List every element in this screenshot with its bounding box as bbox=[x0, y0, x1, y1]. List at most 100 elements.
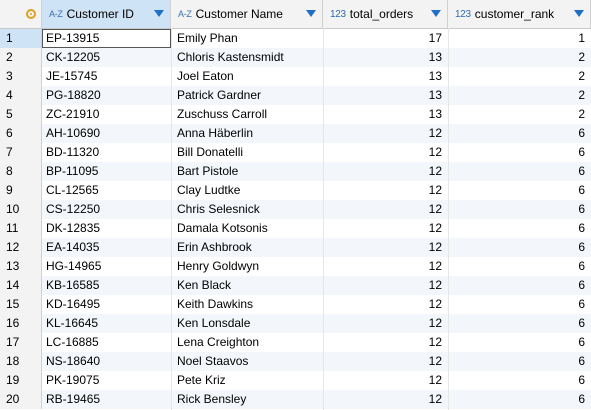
cell-customer-rank[interactable]: 6 bbox=[578, 183, 585, 197]
row-number[interactable]: 1 bbox=[0, 29, 42, 48]
cell-total-orders[interactable]: 12 bbox=[428, 164, 442, 178]
row-number[interactable]: 6 bbox=[0, 124, 42, 143]
cell-total-orders[interactable]: 12 bbox=[428, 316, 442, 330]
cell-total-orders[interactable]: 12 bbox=[428, 373, 442, 387]
cell-total-orders[interactable]: 17 bbox=[428, 31, 442, 45]
cell-customer-name[interactable]: Zuschuss Carroll bbox=[177, 107, 268, 121]
cell-total-orders[interactable]: 13 bbox=[428, 69, 442, 83]
cell-customer-id[interactable]: KL-16645 bbox=[46, 316, 99, 330]
row-number[interactable]: 15 bbox=[0, 295, 42, 314]
cell-customer-id[interactable]: DK-12835 bbox=[46, 221, 101, 235]
cell-customer-id[interactable]: PK-19075 bbox=[46, 373, 100, 387]
cell-customer-name[interactable]: Ken Black bbox=[177, 278, 232, 292]
row-number[interactable]: 11 bbox=[0, 219, 42, 238]
row-number[interactable]: 8 bbox=[0, 162, 42, 181]
column-header-customer-id[interactable]: A-Z Customer ID bbox=[42, 0, 171, 28]
row-number[interactable]: 16 bbox=[0, 314, 42, 333]
column-header-total-orders[interactable]: 123 total_orders bbox=[323, 0, 448, 28]
grid-corner[interactable] bbox=[0, 0, 42, 28]
table-row[interactable]: 13 HG-14965 Henry Goldwyn 12 6 bbox=[0, 257, 591, 276]
cell-customer-rank[interactable]: 2 bbox=[578, 88, 585, 102]
cell-customer-rank[interactable]: 2 bbox=[578, 107, 585, 121]
cell-customer-rank[interactable]: 6 bbox=[578, 392, 585, 406]
cell-customer-name[interactable]: Patrick Gardner bbox=[177, 88, 262, 102]
row-number[interactable]: 13 bbox=[0, 257, 42, 276]
cell-customer-id[interactable]: HG-14965 bbox=[46, 259, 102, 273]
cell-customer-name[interactable]: Clay Ludtke bbox=[177, 183, 241, 197]
table-row[interactable]: 18 NS-18640 Noel Staavos 12 6 bbox=[0, 352, 591, 371]
cell-customer-name[interactable]: Erin Ashbrook bbox=[177, 240, 252, 254]
cell-customer-id[interactable]: EA-14035 bbox=[46, 240, 100, 254]
cell-customer-rank[interactable]: 6 bbox=[578, 145, 585, 159]
cell-customer-id[interactable]: CK-12205 bbox=[46, 50, 101, 64]
cell-customer-rank[interactable]: 2 bbox=[578, 69, 585, 83]
cell-customer-rank[interactable]: 6 bbox=[578, 354, 585, 368]
cell-customer-name[interactable]: Emily Phan bbox=[177, 31, 238, 45]
cell-customer-name[interactable]: Lena Creighton bbox=[177, 335, 260, 349]
row-number[interactable]: 14 bbox=[0, 276, 42, 295]
row-number[interactable]: 17 bbox=[0, 333, 42, 352]
cell-total-orders[interactable]: 12 bbox=[428, 354, 442, 368]
sort-dropdown-icon[interactable] bbox=[431, 10, 441, 17]
table-row[interactable]: 20 RB-19465 Rick Bensley 12 6 bbox=[0, 390, 591, 409]
table-row[interactable]: 12 EA-14035 Erin Ashbrook 12 6 bbox=[0, 238, 591, 257]
cell-customer-rank[interactable]: 6 bbox=[578, 126, 585, 140]
cell-total-orders[interactable]: 12 bbox=[428, 145, 442, 159]
table-row[interactable]: 15 KD-16495 Keith Dawkins 12 6 bbox=[0, 295, 591, 314]
table-row[interactable]: 3 JE-15745 Joel Eaton 13 2 bbox=[0, 67, 591, 86]
table-row[interactable]: 9 CL-12565 Clay Ludtke 12 6 bbox=[0, 181, 591, 200]
row-number[interactable]: 10 bbox=[0, 200, 42, 219]
cell-customer-rank[interactable]: 6 bbox=[578, 297, 585, 311]
cell-customer-name[interactable]: Chris Selesnick bbox=[177, 202, 260, 216]
cell-customer-name[interactable]: Bill Donatelli bbox=[177, 145, 244, 159]
table-row[interactable]: 2 CK-12205 Chloris Kastensmidt 13 2 bbox=[0, 48, 591, 67]
row-number[interactable]: 7 bbox=[0, 143, 42, 162]
cell-customer-name[interactable]: Damala Kotsonis bbox=[177, 221, 268, 235]
cell-customer-name[interactable]: Joel Eaton bbox=[177, 69, 234, 83]
cell-total-orders[interactable]: 13 bbox=[428, 50, 442, 64]
cell-customer-name[interactable]: Ken Lonsdale bbox=[177, 316, 251, 330]
cell-customer-rank[interactable]: 6 bbox=[578, 259, 585, 273]
cell-customer-name[interactable]: Chloris Kastensmidt bbox=[177, 50, 284, 64]
cell-customer-rank[interactable]: 2 bbox=[578, 50, 585, 64]
row-number[interactable]: 4 bbox=[0, 86, 42, 105]
table-row[interactable]: 17 LC-16885 Lena Creighton 12 6 bbox=[0, 333, 591, 352]
row-number[interactable]: 2 bbox=[0, 48, 42, 67]
cell-customer-name[interactable]: Henry Goldwyn bbox=[177, 259, 260, 273]
row-number[interactable]: 18 bbox=[0, 352, 42, 371]
cell-customer-id[interactable]: ZC-21910 bbox=[46, 107, 100, 121]
table-row[interactable]: 4 PG-18820 Patrick Gardner 13 2 bbox=[0, 86, 591, 105]
table-row[interactable]: 11 DK-12835 Damala Kotsonis 12 6 bbox=[0, 219, 591, 238]
cell-customer-id[interactable]: RB-19465 bbox=[46, 392, 101, 406]
row-number[interactable]: 5 bbox=[0, 105, 42, 124]
cell-customer-id[interactable]: EP-13915 bbox=[42, 29, 171, 48]
table-row[interactable]: 16 KL-16645 Ken Lonsdale 12 6 bbox=[0, 314, 591, 333]
cell-customer-id[interactable]: KB-16585 bbox=[46, 278, 100, 292]
cell-total-orders[interactable]: 12 bbox=[428, 392, 442, 406]
column-header-customer-rank[interactable]: 123 customer_rank bbox=[448, 0, 591, 28]
cell-customer-id[interactable]: LC-16885 bbox=[46, 335, 99, 349]
cell-customer-id[interactable]: AH-10690 bbox=[46, 126, 101, 140]
cell-total-orders[interactable]: 12 bbox=[428, 297, 442, 311]
cell-total-orders[interactable]: 12 bbox=[428, 240, 442, 254]
cell-customer-name[interactable]: Pete Kriz bbox=[177, 373, 226, 387]
row-number[interactable]: 20 bbox=[0, 390, 42, 409]
cell-customer-name[interactable]: Bart Pistole bbox=[177, 164, 239, 178]
cell-customer-rank[interactable]: 6 bbox=[578, 240, 585, 254]
cell-customer-id[interactable]: KD-16495 bbox=[46, 297, 101, 311]
cell-customer-rank[interactable]: 6 bbox=[578, 164, 585, 178]
cell-customer-id[interactable]: BP-11095 bbox=[46, 164, 99, 178]
cell-customer-rank[interactable]: 6 bbox=[578, 335, 585, 349]
cell-customer-name[interactable]: Noel Staavos bbox=[177, 354, 249, 368]
cell-customer-name[interactable]: Rick Bensley bbox=[177, 392, 247, 406]
column-header-customer-name[interactable]: A-Z Customer Name bbox=[171, 0, 323, 28]
table-row[interactable]: 14 KB-16585 Ken Black 12 6 bbox=[0, 276, 591, 295]
cell-customer-rank[interactable]: 6 bbox=[578, 221, 585, 235]
cell-customer-rank[interactable]: 1 bbox=[578, 31, 585, 45]
row-number[interactable]: 9 bbox=[0, 181, 42, 200]
table-row[interactable]: 5 ZC-21910 Zuschuss Carroll 13 2 bbox=[0, 105, 591, 124]
cell-total-orders[interactable]: 13 bbox=[428, 107, 442, 121]
sort-dropdown-icon[interactable] bbox=[154, 10, 164, 17]
cell-customer-id[interactable]: CL-12565 bbox=[46, 183, 99, 197]
cell-customer-rank[interactable]: 6 bbox=[578, 202, 585, 216]
